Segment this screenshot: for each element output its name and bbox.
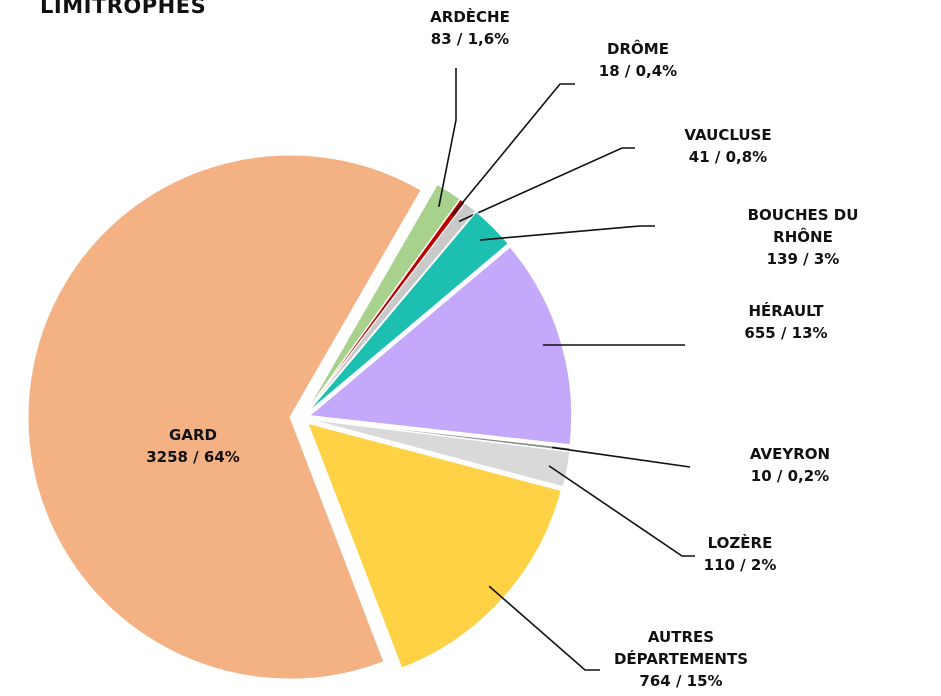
pie-slice	[308, 246, 573, 446]
category-label: ARDÈCHE	[430, 8, 510, 26]
leader-line	[438, 68, 457, 207]
leader-line	[488, 585, 600, 671]
chart-title: LIMITROPHES	[40, 0, 207, 18]
pie-slice	[305, 183, 461, 412]
data-label: GARD 3258 / 64%	[146, 424, 240, 468]
value-label: 83 / 1,6%	[430, 30, 510, 48]
value-label: 3258 / 64%	[146, 448, 240, 466]
category-label: HÉRAULT	[748, 302, 824, 320]
value-label: 764 / 15%	[639, 672, 723, 690]
leader-line	[548, 465, 695, 557]
data-label: AUTRES DÉPARTEMENTS 764 / 15%	[594, 626, 769, 692]
data-label: DRÔME 18 / 0,4%	[599, 38, 677, 82]
pie-slice	[306, 202, 477, 413]
value-label: 10 / 0,2%	[750, 467, 830, 485]
value-label: 110 / 2%	[703, 556, 777, 574]
data-label: ARDÈCHE 83 / 1,6%	[430, 6, 510, 50]
data-label: VAUCLUSE 41 / 0,8%	[684, 124, 771, 168]
data-label: HÉRAULT 655 / 13%	[744, 300, 827, 344]
value-label: 18 / 0,4%	[598, 62, 678, 80]
category-label: LOZÈRE	[707, 534, 773, 552]
category-label: BOUCHES DU RHÔNE	[747, 206, 859, 246]
value-label: 655 / 13%	[744, 324, 828, 342]
category-label: AVEYRON	[749, 445, 831, 463]
category-label: AUTRES DÉPARTEMENTS	[613, 628, 749, 668]
category-label: GARD	[169, 426, 217, 444]
value-label: 139 / 3%	[766, 250, 840, 268]
pie-slice	[307, 211, 509, 413]
value-label: 41 / 0,8%	[688, 148, 768, 166]
category-label: VAUCLUSE	[684, 126, 772, 144]
category-label: DRÔME	[607, 40, 669, 58]
data-label: AVEYRON 10 / 0,2%	[750, 443, 830, 487]
data-label: BOUCHES DU RHÔNE 139 / 3%	[734, 204, 872, 270]
pie-slice	[309, 419, 571, 488]
leader-line	[451, 83, 575, 217]
pie-slice	[27, 154, 422, 680]
leader-line	[551, 446, 691, 468]
leader-line	[479, 225, 655, 241]
data-label: LOZÈRE 110 / 2%	[704, 532, 777, 576]
leader-line	[458, 147, 635, 223]
